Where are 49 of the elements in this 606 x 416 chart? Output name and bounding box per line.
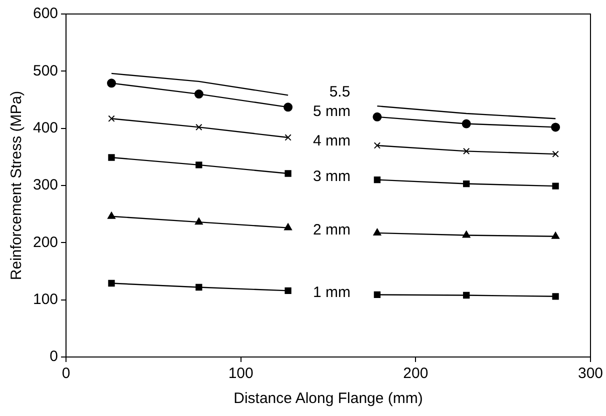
point [106,78,116,88]
series-label: 2 mm [313,222,351,239]
point [108,154,115,161]
series-label: 3 mm [313,168,351,185]
x-tick-label: 100 [228,365,254,382]
point [196,284,202,291]
x-tick-label: 200 [403,365,428,382]
series-label: 5 mm [313,103,351,120]
point [462,230,470,238]
point [194,218,203,225]
point [552,150,559,158]
point [463,180,470,188]
point [552,232,560,239]
point [552,182,559,190]
point [284,102,293,112]
point [284,134,292,141]
y-tick-label: 500 [32,62,58,80]
point [284,287,292,294]
point [374,176,381,184]
point [463,292,470,299]
y-tick-label: 600 [32,5,58,22]
point [284,223,292,230]
point [108,212,116,219]
point [374,291,381,298]
point [108,280,115,287]
point [463,148,470,155]
point [552,293,559,300]
point [551,122,560,132]
point [284,170,292,177]
y-tick-label: 100 [32,290,58,308]
point [196,162,202,168]
y-axis-title: Reinforcement Stress (MPa) [8,90,26,280]
point [108,115,115,122]
x-tick-label: 300 [578,365,603,382]
point [462,119,471,128]
point [374,142,381,149]
y-tick-label: 400 [32,119,58,136]
series-label: 1 mm [313,284,351,301]
point [194,90,204,99]
point [372,112,382,122]
series-label: 4 mm [313,132,351,150]
y-tick-label: 200 [32,234,58,251]
y-tick-label: 300 [32,176,58,194]
point [373,228,382,236]
y-tick-label: 0 [50,348,58,366]
point [196,124,202,131]
x-tick-label: 0 [62,365,70,382]
x-axis-title: Distance Along Flange (mm) [234,390,423,408]
series-label: 5.5 [329,84,350,101]
